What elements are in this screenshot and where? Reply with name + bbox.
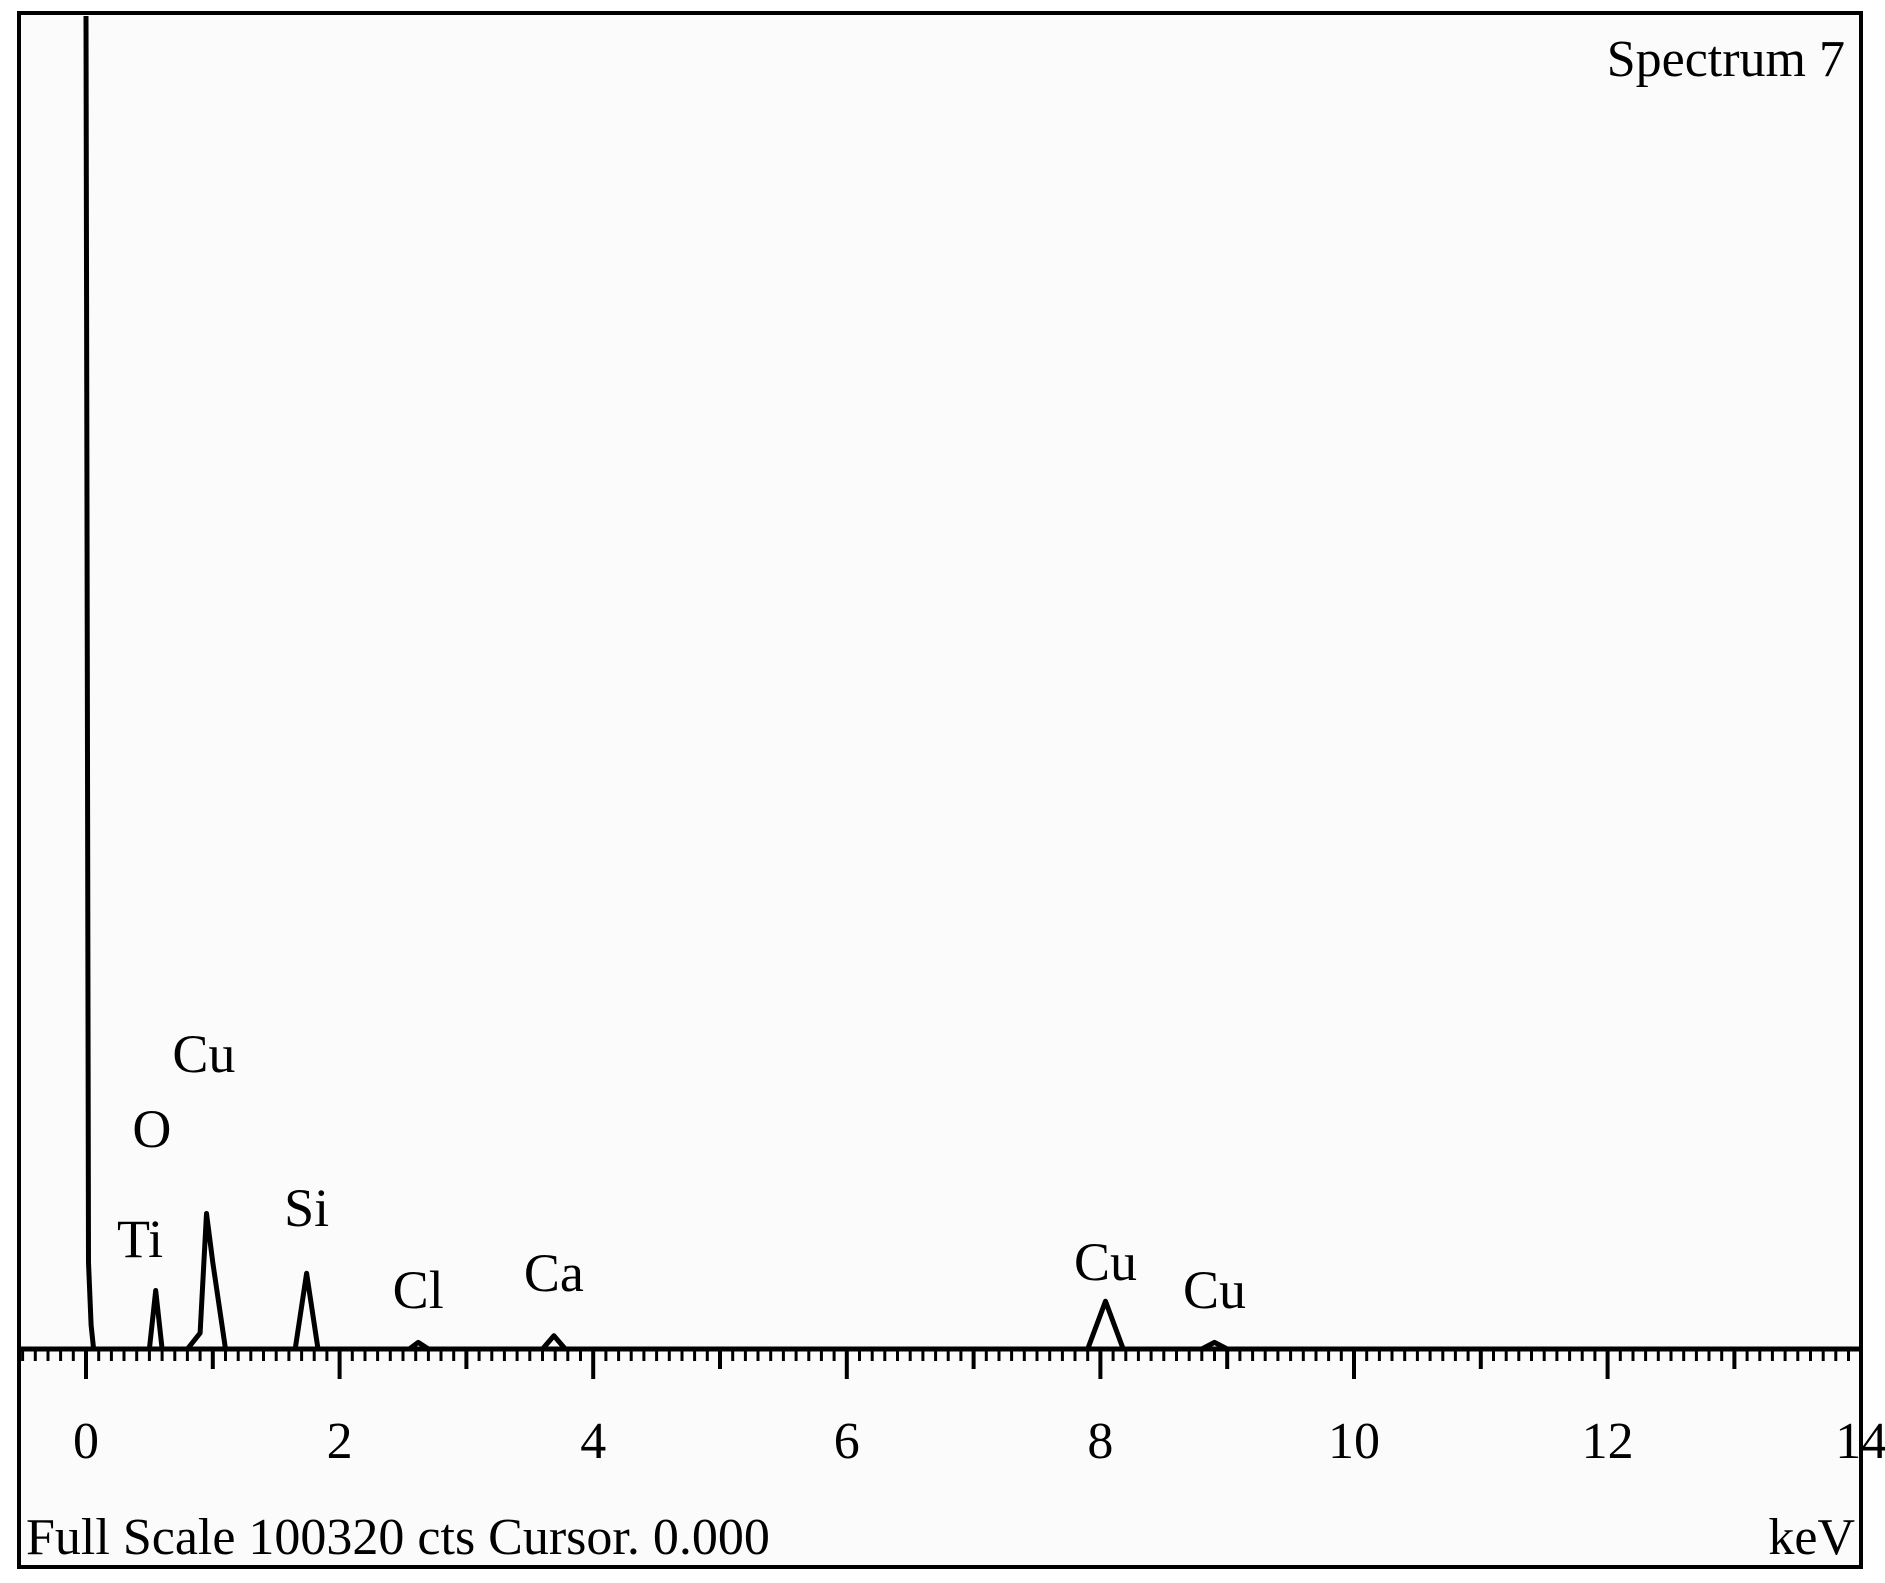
peak-label-ca: Ca [524, 1243, 584, 1303]
spectrum-series [83, 15, 1229, 1352]
peak-label-cl: Cl [393, 1260, 444, 1320]
x-tick-label: 2 [327, 1413, 353, 1470]
x-axis [21, 1346, 1859, 1379]
peak-label-cu: Cu [1183, 1260, 1246, 1320]
spectrum-frame [17, 11, 1863, 1569]
x-tick-labels: 0 2 4 6 8 10 12 14 [73, 1413, 1885, 1470]
peak-label-cu: Cu [172, 1024, 235, 1084]
peak-label-cu: Cu [1074, 1232, 1137, 1292]
x-tick-label: 4 [580, 1413, 606, 1470]
chart-title: Spectrum 7 [1607, 31, 1845, 88]
peak-label-ti: Ti [117, 1209, 163, 1269]
peak-label-si: Si [284, 1178, 329, 1238]
footer-status: Full Scale 100320 cts Cursor. 0.000 [26, 1509, 770, 1566]
x-tick-label: 10 [1328, 1413, 1380, 1470]
spectrum-trace [83, 15, 1229, 1352]
x-tick-label: 6 [834, 1413, 860, 1470]
x-tick-label: 14 [1835, 1413, 1885, 1470]
x-tick-label: 8 [1087, 1413, 1113, 1470]
peak-label-o: O [132, 1099, 171, 1159]
x-axis-label: keV [1768, 1509, 1855, 1566]
x-tick-label: 12 [1582, 1413, 1634, 1470]
x-tick-label: 0 [73, 1413, 99, 1470]
